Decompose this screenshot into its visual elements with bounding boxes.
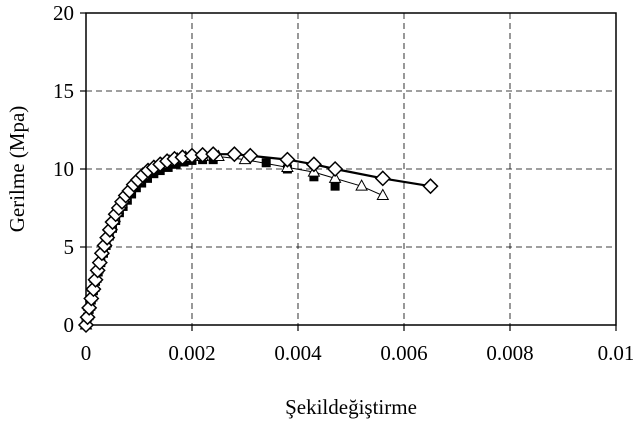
y-tick-label: 0 [64,313,75,337]
y-axis-title: Gerilme (Mpa) [5,106,29,233]
series-square [81,155,340,330]
data-point-square [261,158,271,168]
data-point-diamond [242,147,259,164]
x-tick-label: 0.006 [380,341,427,365]
data-point-triangle [355,179,368,191]
data-point-triangle [328,171,342,183]
y-tick-label: 5 [64,235,75,259]
data-point-diamond [279,151,296,168]
grid [86,13,616,325]
y-tick-label: 10 [53,157,74,181]
x-axis-title: Şekildeğiştirme [285,395,417,419]
x-tick-label: 0.008 [486,341,533,365]
x-tick-label: 0.002 [168,341,215,365]
data-point-square [330,181,340,191]
series-diamond [77,146,439,334]
y-tick-label: 20 [53,1,74,25]
x-tick-label: 0 [81,341,92,365]
series-triangle [79,149,390,330]
data-point-diamond [205,146,222,163]
y-tick-label: 15 [53,79,74,103]
data-point-diamond [422,178,439,195]
tick-labels: 0 0.002 0.004 0.006 0.008 0.01 0 5 10 15 20 [53,1,633,365]
x-tick-label: 0.01 [598,341,633,365]
data-point-diamond [327,160,344,178]
data-point-diamond [226,146,243,163]
data-point-triangle [376,188,390,201]
data-point-diamond [374,170,391,187]
series-layer [77,146,439,334]
data-point-square [309,172,319,182]
x-tick-label: 0.004 [274,341,322,365]
data-point-diamond [305,156,322,173]
